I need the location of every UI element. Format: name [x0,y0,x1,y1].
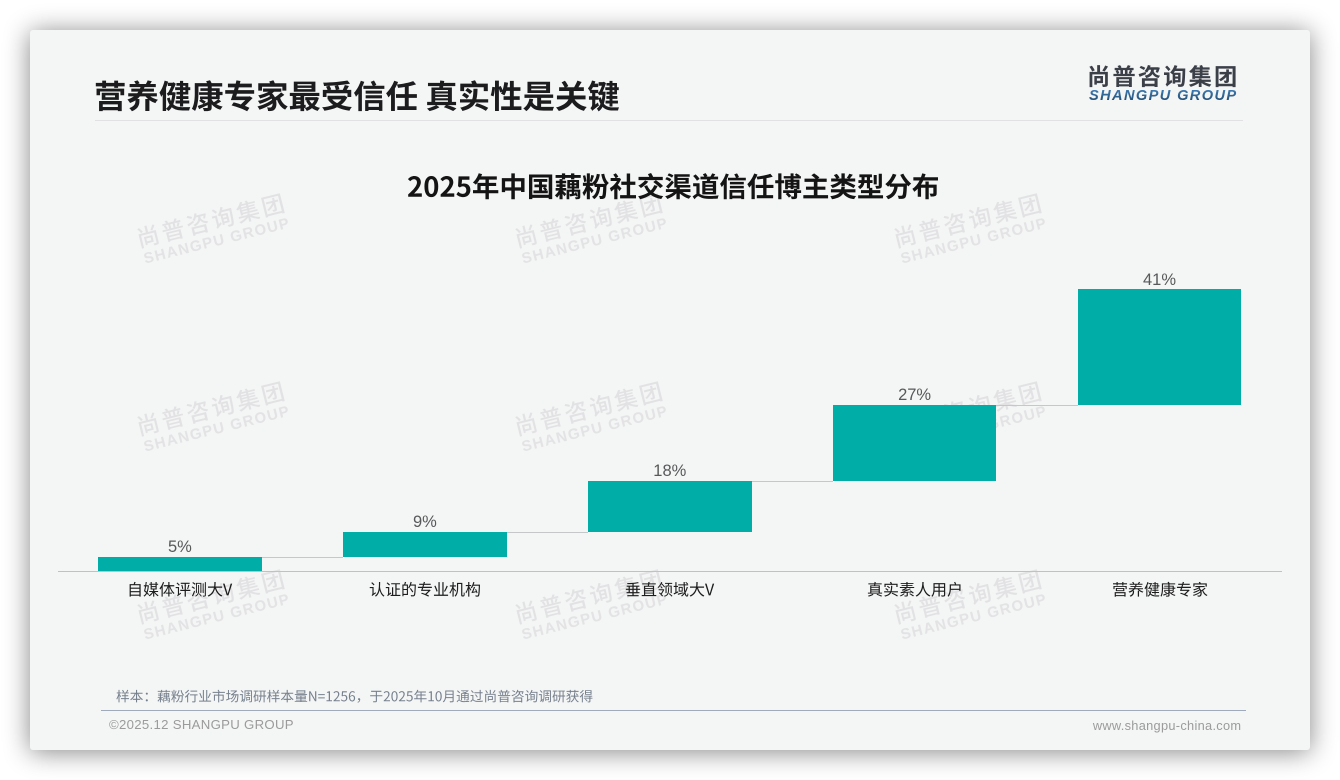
svg-text:SHANGPU GROUP: SHANGPU GROUP [1089,88,1238,104]
